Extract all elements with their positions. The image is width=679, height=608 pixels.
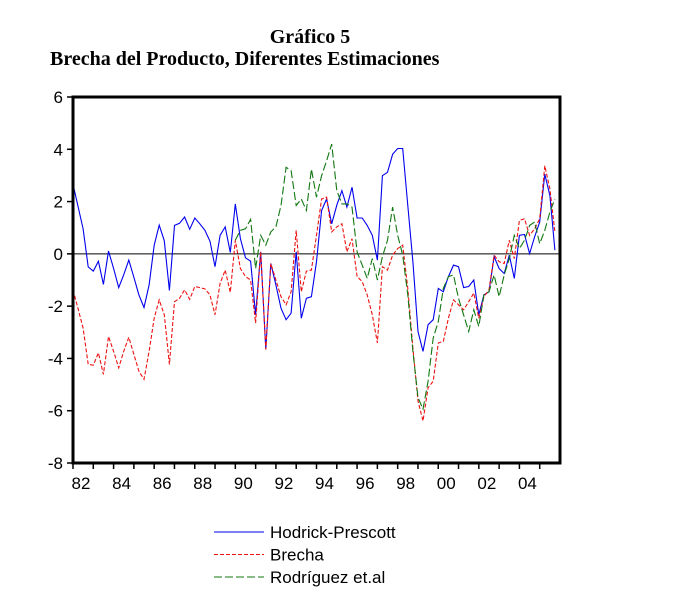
y-tick-label: -4 <box>48 349 63 368</box>
y-tick-label: -2 <box>48 297 63 316</box>
y-tick-label: 0 <box>54 245 63 264</box>
legend-label: Rodríguez et.al <box>270 568 385 587</box>
y-tick-label: -8 <box>48 454 63 473</box>
x-tick-label: 92 <box>274 474 293 493</box>
x-tick-label: 96 <box>356 474 375 493</box>
x-tick-label: 88 <box>193 474 212 493</box>
y-tick-label: -6 <box>48 402 63 421</box>
plot-frame <box>71 95 562 465</box>
legend-label: Hodrick-Prescott <box>270 523 396 542</box>
x-tick-label: 90 <box>234 474 253 493</box>
x-tick-label: 82 <box>72 474 91 493</box>
chart-subtitle: Brecha del Producto, Diferentes Estimaci… <box>50 48 440 70</box>
x-tick-label: 94 <box>315 474 334 493</box>
legend-label: Brecha <box>270 546 324 565</box>
x-tick-label: 84 <box>112 474 131 493</box>
series-line-hodrick-prescott <box>72 147 556 352</box>
x-tick-label: 86 <box>153 474 172 493</box>
y-tick-label: 2 <box>54 193 63 212</box>
series-line-rodr-guez-et-al <box>234 143 556 411</box>
series-line-brecha <box>72 165 556 422</box>
x-tick-label: 98 <box>396 474 415 493</box>
y-tick-label: 6 <box>54 88 63 107</box>
x-tick-label: 04 <box>518 474 537 493</box>
y-tick-label: 4 <box>54 140 63 159</box>
x-tick-label: 00 <box>437 474 456 493</box>
x-tick-label: 02 <box>477 474 496 493</box>
chart-title: Gráfico 5 <box>269 26 351 48</box>
